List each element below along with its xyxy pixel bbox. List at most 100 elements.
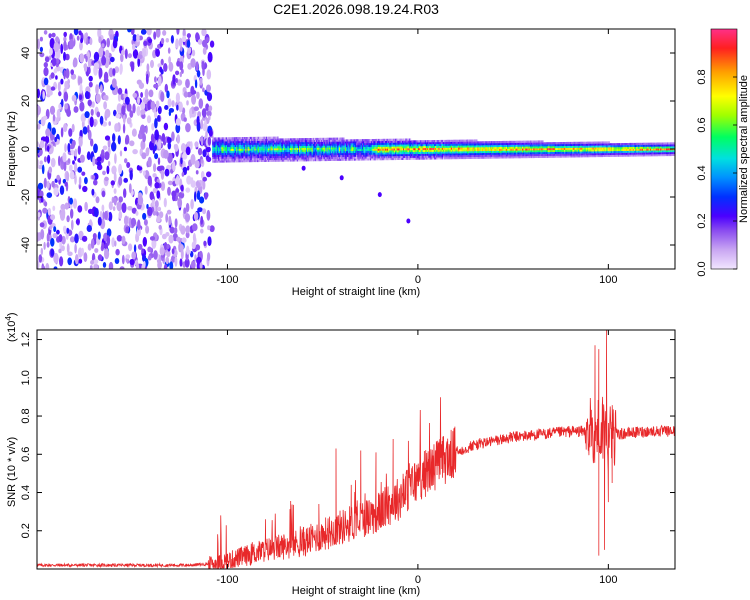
spectrogram-band-cell (491, 154, 493, 157)
spectrogram-band-cell (350, 147, 352, 150)
spectrogram-band-cell (565, 149, 567, 152)
spectrogram-noise-cell (196, 256, 202, 265)
spectrogram-band-cell (527, 150, 529, 153)
spectrogram-band-cell (248, 148, 250, 151)
spectrogram-band-cell (415, 157, 417, 160)
spectrogram-noise-cell (157, 115, 161, 122)
spectrogram-noise-cell (194, 191, 197, 202)
spectrogram-band-cell (316, 141, 318, 144)
spectrogram-band-cell (243, 152, 245, 155)
spectrogram-band-cell (441, 157, 444, 160)
spectrogram-band-cell (585, 147, 588, 150)
spectrogram-band-cell (422, 149, 424, 152)
spectrogram-band-cell (629, 144, 631, 148)
spectrogram-band-cell (336, 147, 338, 150)
spectrogram-noise-cell (93, 121, 97, 127)
spectrogram-band-cell (547, 149, 549, 153)
spectrogram-band-cell (487, 145, 489, 148)
spectrogram-band-cell (220, 160, 222, 163)
spectrogram-band-cell (225, 156, 228, 159)
spectrogram-noise-cell (200, 171, 205, 179)
spectrogram-band-cell (575, 153, 577, 156)
spectrogram-noise-cell (155, 48, 161, 57)
spectrogram-band-cell (445, 149, 447, 152)
spectrogram-band-cell (349, 141, 351, 144)
spectrogram-noise-cell (166, 243, 170, 250)
spectrogram-noise-cell (92, 156, 96, 167)
spectrogram-band-cell (411, 151, 413, 155)
spectrogram-band-cell (430, 143, 432, 147)
spectrogram-band-cell (487, 152, 489, 155)
spectrogram-noise-cell (143, 40, 148, 46)
spectrogram-band-cell (412, 146, 414, 149)
spectrogram-noise-cell (180, 157, 183, 165)
spectrogram-band-cell (606, 149, 608, 152)
spectrogram-band-cell (255, 146, 257, 149)
spectrogram-band-cell (443, 141, 445, 144)
spectrogram-band-cell (460, 151, 462, 154)
spectrogram-band-cell (411, 140, 413, 143)
spectrogram-band-cell (469, 152, 471, 156)
spectrogram-band-cell (583, 155, 585, 158)
spectrogram-band-cell (453, 141, 455, 144)
spectrogram-band-cell (352, 143, 354, 146)
spectrogram-band-cell (446, 157, 448, 160)
spectrogram-band-cell (377, 146, 380, 149)
spectrogram-band-cell (637, 148, 639, 151)
spectrogram-band-cell (500, 148, 502, 151)
spectrogram-band-cell (296, 140, 298, 143)
spectrogram-band-cell (549, 149, 551, 153)
spectrogram-band-cell (521, 142, 524, 145)
spectrogram-band-cell (417, 155, 420, 158)
spectrogram-band-cell (357, 143, 359, 146)
spectrogram-band-cell (638, 146, 640, 149)
spectrogram-band-cell (246, 156, 248, 159)
spectrogram-band-cell (344, 154, 346, 157)
spectrogram-band-cell (337, 137, 340, 140)
spectrogram-band-cell (640, 150, 642, 153)
spectrogram-band-cell (454, 143, 456, 146)
spectrogram-band-cell (473, 154, 476, 157)
spectrogram-band-cell (388, 142, 390, 145)
spectrogram-band-cell (256, 154, 258, 157)
spectrogram-band-cell (295, 149, 297, 152)
spectrogram-band-cell (485, 148, 487, 152)
spectrogram-band-cell (371, 150, 373, 153)
spectrogram-band-cell (463, 143, 465, 146)
spectrogram-noise-cell (60, 43, 64, 54)
spectrogram-band-cell (423, 145, 425, 149)
spectrogram-band-cell (252, 142, 254, 145)
spectrogram-band-cell (325, 155, 327, 158)
spectrogram-band-cell (228, 143, 230, 146)
spectrogram-band-cell (644, 154, 646, 157)
spectrogram-noise-cell (154, 153, 159, 160)
spectrogram-band-cell (491, 156, 493, 159)
spectrogram-noise-cell (95, 93, 101, 104)
spectrogram-band-cell (609, 145, 612, 148)
spectrogram-band-cell (396, 138, 398, 141)
spectrogram-band-cell (588, 145, 590, 148)
spectrogram-band-cell (631, 142, 633, 146)
spectrogram-noise-cell (64, 103, 69, 110)
spectrogram-band-cell (320, 141, 322, 144)
spectrogram-band-cell (261, 146, 263, 149)
spectrogram-band-cell (433, 141, 436, 145)
spectrogram-band-cell (399, 154, 401, 157)
spectrogram-band-cell (215, 154, 217, 157)
spectrogram-band-cell (358, 146, 360, 150)
spectrogram-band-cell (459, 156, 461, 160)
spectrogram-noise-cell (39, 52, 45, 58)
spectrogram-band-cell (270, 153, 272, 157)
spectrogram-band-cell (582, 151, 584, 154)
spectrogram-band-cell (237, 150, 239, 153)
spectrogram-band-cell (239, 156, 241, 159)
spectrogram-band-cell (640, 154, 642, 157)
spectrogram-band-cell (620, 154, 622, 157)
spectrogram-band-cell (646, 146, 648, 149)
spectrogram-band-cell (335, 154, 337, 158)
spectrogram-band-cell (385, 146, 388, 149)
spectrogram-noise-cell (147, 255, 152, 261)
spectrogram-band-cell (214, 156, 216, 159)
spectrogram-noise-cell (128, 217, 133, 228)
spectrogram-band-cell (373, 140, 375, 144)
